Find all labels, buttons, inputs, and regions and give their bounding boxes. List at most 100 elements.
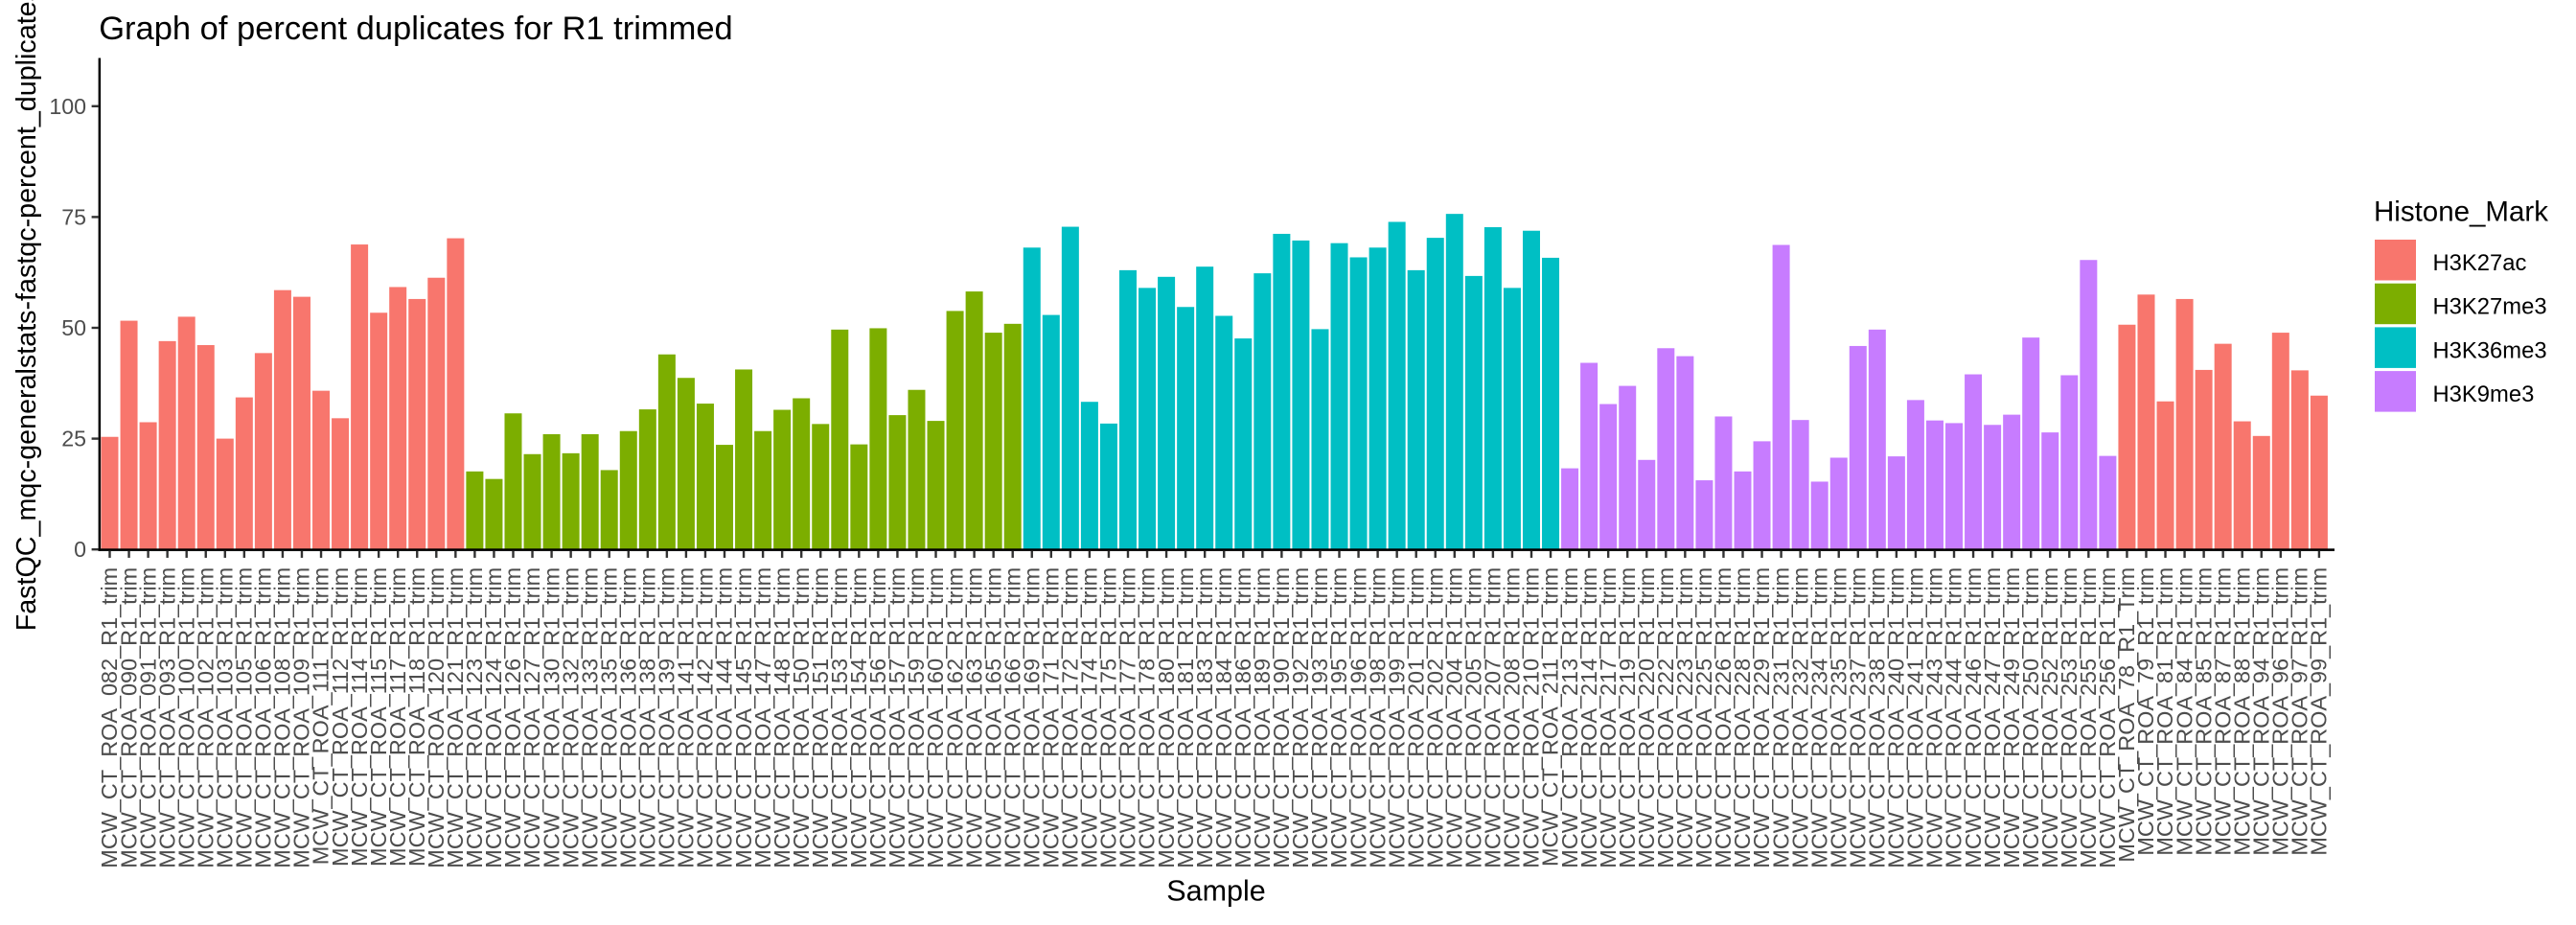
svg-text:MCW_CT_ROA_157_R1_trim: MCW_CT_ROA_157_R1_trim: [885, 567, 909, 868]
svg-text:MCW_CT_ROA_96_R1_trim: MCW_CT_ROA_96_R1_trim: [2268, 567, 2293, 856]
svg-text:MCW_CT_ROA_121_R1_trim: MCW_CT_ROA_121_R1_trim: [443, 567, 468, 868]
svg-text:MCW_CT_ROA_219_R1_trim: MCW_CT_ROA_219_R1_trim: [1615, 567, 1640, 868]
svg-text:MCW_CT_ROA_180_R1_trim: MCW_CT_ROA_180_R1_trim: [1154, 567, 1179, 868]
svg-text:MCW_CT_ROA_99_R1_trim: MCW_CT_ROA_99_R1_trim: [2307, 567, 2332, 856]
svg-text:MCW_CT_ROA_192_R1_trim: MCW_CT_ROA_192_R1_trim: [1288, 567, 1313, 868]
svg-text:MCW_CT_ROA_81_R1_trim: MCW_CT_ROA_81_R1_trim: [2152, 567, 2177, 856]
svg-text:MCW_CT_ROA_183_R1_trim: MCW_CT_ROA_183_R1_trim: [1192, 567, 1217, 868]
svg-text:MCW_CT_ROA_240_R1_trim: MCW_CT_ROA_240_R1_trim: [1884, 567, 1909, 868]
svg-text:MCW_CT_ROA_147_R1_trim: MCW_CT_ROA_147_R1_trim: [750, 567, 775, 868]
svg-text:Histone_Mark: Histone_Mark: [2374, 197, 2548, 228]
svg-text:MCW_CT_ROA_120_R1_trim: MCW_CT_ROA_120_R1_trim: [424, 567, 448, 868]
svg-text:MCW_CT_ROA_142_R1_trim: MCW_CT_ROA_142_R1_trim: [693, 567, 718, 868]
svg-text:MCW_CT_ROA_178_R1_trim: MCW_CT_ROA_178_R1_trim: [1135, 567, 1160, 868]
svg-text:MCW_CT_ROA_202_R1_trim: MCW_CT_ROA_202_R1_trim: [1422, 567, 1447, 868]
svg-text:MCW_CT_ROA_171_R1_trim: MCW_CT_ROA_171_R1_trim: [1039, 567, 1064, 868]
svg-text:MCW_CT_ROA_082_R1_trim: MCW_CT_ROA_082_R1_trim: [97, 567, 122, 868]
svg-text:MCW_CT_ROA_231_R1_trim: MCW_CT_ROA_231_R1_trim: [1768, 567, 1793, 868]
svg-text:MCW_CT_ROA_141_R1_trim: MCW_CT_ROA_141_R1_trim: [674, 567, 699, 868]
svg-text:MCW_CT_ROA_115_R1_trim: MCW_CT_ROA_115_R1_trim: [366, 567, 391, 867]
svg-text:H3K27me3: H3K27me3: [2433, 294, 2547, 320]
svg-text:MCW_CT_ROA_151_R1_trim: MCW_CT_ROA_151_R1_trim: [808, 567, 833, 868]
svg-text:MCW_CT_ROA_208_R1_trim: MCW_CT_ROA_208_R1_trim: [1500, 567, 1525, 868]
svg-text:MCW_CT_ROA_211_R1_trim: MCW_CT_ROA_211_R1_trim: [1538, 567, 1563, 867]
svg-text:MCW_CT_ROA_148_R1_trim: MCW_CT_ROA_148_R1_trim: [770, 567, 794, 868]
svg-text:MCW_CT_ROA_198_R1_trim: MCW_CT_ROA_198_R1_trim: [1365, 567, 1390, 868]
svg-text:MCW_CT_ROA_252_R1_trim: MCW_CT_ROA_252_R1_trim: [2037, 567, 2062, 868]
svg-text:MCW_CT_ROA_117_R1_trim: MCW_CT_ROA_117_R1_trim: [385, 567, 410, 867]
svg-text:Sample: Sample: [1166, 875, 1265, 908]
svg-text:MCW_CT_ROA_169_R1_trim: MCW_CT_ROA_169_R1_trim: [1019, 567, 1044, 868]
svg-text:MCW_CT_ROA_223_R1_trim: MCW_CT_ROA_223_R1_trim: [1672, 567, 1697, 868]
svg-text:MCW_CT_ROA_226_R1_trim: MCW_CT_ROA_226_R1_trim: [1711, 567, 1736, 868]
svg-text:MCW_CT_ROA_154_R1_trim: MCW_CT_ROA_154_R1_trim: [846, 567, 871, 868]
svg-text:MCW_CT_ROA_190_R1_trim: MCW_CT_ROA_190_R1_trim: [1269, 567, 1294, 868]
svg-text:MCW_CT_ROA_165_R1_trim: MCW_CT_ROA_165_R1_trim: [980, 567, 1005, 868]
svg-text:MCW_CT_ROA_114_R1_trim: MCW_CT_ROA_114_R1_trim: [347, 567, 372, 867]
svg-text:MCW_CT_ROA_106_R1_trim: MCW_CT_ROA_106_R1_trim: [251, 567, 276, 868]
svg-text:MCW_CT_ROA_255_R1_trim: MCW_CT_ROA_255_R1_trim: [2076, 567, 2101, 868]
svg-text:MCW_CT_ROA_222_R1_trim: MCW_CT_ROA_222_R1_trim: [1653, 567, 1678, 868]
svg-text:MCW_CT_ROA_136_R1_trim: MCW_CT_ROA_136_R1_trim: [615, 567, 640, 868]
svg-text:FastQC_mqc-generalstats-fastqc: FastQC_mqc-generalstats-fastqc-percent_d…: [12, 0, 42, 631]
svg-text:MCW_CT_ROA_126_R1_trim: MCW_CT_ROA_126_R1_trim: [500, 567, 525, 868]
svg-text:25: 25: [61, 427, 86, 451]
svg-text:MCW_CT_ROA_256_R1_trim: MCW_CT_ROA_256_R1_trim: [2095, 567, 2120, 868]
svg-text:MCW_CT_ROA_237_R1_trim: MCW_CT_ROA_237_R1_trim: [1845, 567, 1870, 868]
svg-text:MCW_CT_ROA_241_R1_trim: MCW_CT_ROA_241_R1_trim: [1903, 567, 1928, 868]
svg-text:MCW_CT_ROA_214_R1_trim: MCW_CT_ROA_214_R1_trim: [1576, 567, 1601, 868]
svg-text:MCW_CT_ROA_124_R1_trim: MCW_CT_ROA_124_R1_trim: [481, 567, 506, 868]
svg-text:MCW_CT_ROA_159_R1_trim: MCW_CT_ROA_159_R1_trim: [904, 567, 929, 868]
svg-text:MCW_CT_ROA_193_R1_trim: MCW_CT_ROA_193_R1_trim: [1307, 567, 1332, 868]
svg-text:MCW_CT_ROA_145_R1_trim: MCW_CT_ROA_145_R1_trim: [731, 567, 756, 868]
svg-text:MCW_CT_ROA_250_R1_trim: MCW_CT_ROA_250_R1_trim: [2018, 567, 2043, 868]
svg-text:MCW_CT_ROA_112_R1_trim: MCW_CT_ROA_112_R1_trim: [328, 567, 353, 867]
svg-text:H3K27ac: H3K27ac: [2433, 250, 2527, 276]
svg-text:MCW_CT_ROA_111_R1_trim: MCW_CT_ROA_111_R1_trim: [309, 567, 334, 865]
svg-text:MCW_CT_ROA_201_R1_trim: MCW_CT_ROA_201_R1_trim: [1403, 567, 1428, 868]
svg-text:MCW_CT_ROA_97_R1_trim: MCW_CT_ROA_97_R1_trim: [2288, 567, 2312, 856]
svg-text:MCW_CT_ROA_172_R1_trim: MCW_CT_ROA_172_R1_trim: [1058, 567, 1083, 868]
svg-text:MCW_CT_ROA_174_R1_trim: MCW_CT_ROA_174_R1_trim: [1077, 567, 1102, 868]
svg-text:MCW_CT_ROA_181_R1_trim: MCW_CT_ROA_181_R1_trim: [1173, 567, 1198, 868]
svg-text:MCW_CT_ROA_162_R1_trim: MCW_CT_ROA_162_R1_trim: [942, 567, 967, 868]
svg-text:MCW_CT_ROA_199_R1_trim: MCW_CT_ROA_199_R1_trim: [1384, 567, 1409, 868]
svg-text:MCW_CT_ROA_210_R1_trim: MCW_CT_ROA_210_R1_trim: [1519, 567, 1544, 868]
svg-text:MCW_CT_ROA_102_R1_trim: MCW_CT_ROA_102_R1_trim: [193, 567, 218, 868]
svg-text:MCW_CT_ROA_238_R1_trim: MCW_CT_ROA_238_R1_trim: [1865, 567, 1890, 868]
svg-text:MCW_CT_ROA_217_R1_trim: MCW_CT_ROA_217_R1_trim: [1596, 567, 1621, 868]
svg-text:MCW_CT_ROA_189_R1_trim: MCW_CT_ROA_189_R1_trim: [1250, 567, 1275, 868]
svg-text:MCW_CT_ROA_207_R1_trim: MCW_CT_ROA_207_R1_trim: [1481, 567, 1506, 868]
svg-text:MCW_CT_ROA_109_R1_trim: MCW_CT_ROA_109_R1_trim: [289, 567, 314, 868]
svg-text:H3K9me3: H3K9me3: [2433, 382, 2535, 407]
svg-text:MCW_CT_ROA_153_R1_trim: MCW_CT_ROA_153_R1_trim: [827, 567, 852, 868]
svg-text:MCW_CT_ROA_150_R1_trim: MCW_CT_ROA_150_R1_trim: [789, 567, 814, 868]
svg-text:MCW_CT_ROA_196_R1_trim: MCW_CT_ROA_196_R1_trim: [1346, 567, 1370, 868]
svg-text:MCW_CT_ROA_249_R1_trim: MCW_CT_ROA_249_R1_trim: [1999, 567, 2024, 868]
svg-text:MCW_CT_ROA_138_R1_trim: MCW_CT_ROA_138_R1_trim: [635, 567, 660, 868]
svg-text:MCW_CT_ROA_85_R1_trim: MCW_CT_ROA_85_R1_trim: [2191, 567, 2216, 856]
svg-text:MCW_CT_ROA_105_R1_trim: MCW_CT_ROA_105_R1_trim: [232, 567, 257, 868]
svg-text:MCW_CT_ROA_79_R1_trim: MCW_CT_ROA_79_R1_trim: [2133, 567, 2158, 856]
svg-text:MCW_CT_ROA_247_R1_trim: MCW_CT_ROA_247_R1_trim: [1980, 567, 2005, 868]
svg-text:MCW_CT_ROA_177_R1_trim: MCW_CT_ROA_177_R1_trim: [1116, 567, 1140, 868]
svg-text:MCW_CT_ROA_133_R1_trim: MCW_CT_ROA_133_R1_trim: [577, 567, 602, 868]
svg-text:MCW_CT_ROA_220_R1_trim: MCW_CT_ROA_220_R1_trim: [1634, 567, 1659, 868]
svg-text:MCW_CT_ROA_135_R1_trim: MCW_CT_ROA_135_R1_trim: [596, 567, 621, 868]
svg-text:MCW_CT_ROA_195_R1_trim: MCW_CT_ROA_195_R1_trim: [1326, 567, 1351, 868]
svg-text:MCW_CT_ROA_87_R1_trim: MCW_CT_ROA_87_R1_trim: [2210, 567, 2235, 856]
svg-text:MCW_CT_ROA_108_R1_trim: MCW_CT_ROA_108_R1_trim: [270, 567, 295, 868]
svg-text:MCW_CT_ROA_186_R1_trim: MCW_CT_ROA_186_R1_trim: [1230, 567, 1255, 868]
svg-text:75: 75: [61, 204, 86, 229]
svg-text:MCW_CT_ROA_090_R1_trim: MCW_CT_ROA_090_R1_trim: [116, 567, 141, 868]
svg-text:MCW_CT_ROA_166_R1_trim: MCW_CT_ROA_166_R1_trim: [1000, 567, 1024, 868]
svg-text:MCW_CT_ROA_205_R1_trim: MCW_CT_ROA_205_R1_trim: [1461, 567, 1486, 868]
svg-text:MCW_CT_ROA_103_R1_trim: MCW_CT_ROA_103_R1_trim: [212, 567, 237, 868]
svg-text:MCW_CT_ROA_130_R1_trim: MCW_CT_ROA_130_R1_trim: [539, 567, 564, 868]
svg-text:MCW_CT_ROA_184_R1_trim: MCW_CT_ROA_184_R1_trim: [1211, 567, 1236, 868]
svg-text:MCW_CT_ROA_144_R1_trim: MCW_CT_ROA_144_R1_trim: [712, 567, 737, 868]
svg-text:MCW_CT_ROA_093_R1_trim: MCW_CT_ROA_093_R1_trim: [154, 567, 179, 868]
svg-text:MCW_CT_ROA_78_R1_Trim: MCW_CT_ROA_78_R1_Trim: [2114, 567, 2139, 863]
svg-text:MCW_CT_ROA_132_R1_trim: MCW_CT_ROA_132_R1_trim: [558, 567, 583, 868]
svg-text:MCW_CT_ROA_246_R1_trim: MCW_CT_ROA_246_R1_trim: [1961, 567, 1986, 868]
